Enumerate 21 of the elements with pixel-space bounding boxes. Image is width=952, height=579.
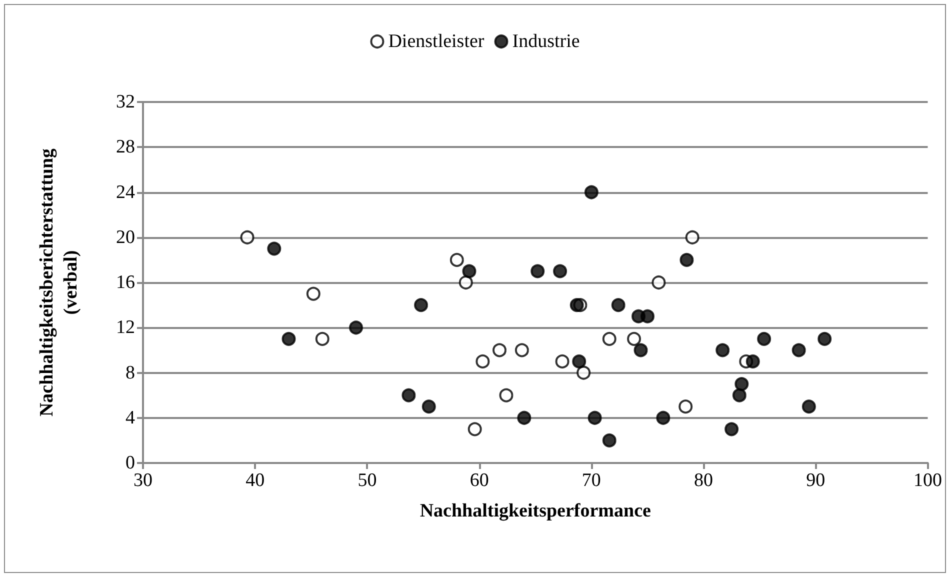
x-tick-label: 70 [582,470,601,491]
x-tick-label: 90 [806,470,826,491]
legend-label: Dienstleister [388,31,485,52]
legend-label: Industrie [512,31,580,52]
x-tick-label: 100 [914,470,942,491]
y-tick-label: 20 [116,226,135,248]
x-tick-label: 50 [358,470,377,491]
x-tick-label: 30 [134,470,152,491]
y-tick-label: 4 [126,407,136,428]
y-tick-label: 16 [116,272,135,293]
y-tick-label: 24 [116,182,136,203]
y-tick-label: 28 [116,136,135,158]
x-tick-label: 60 [470,470,489,491]
x-axis-title: Nachhaltigkeitsperformance [420,500,651,522]
y-tick-label: 0 [126,452,135,474]
y-tick-label: 12 [116,317,135,338]
y-tick-label: 8 [126,362,135,384]
y-axis-title: Nachhaltigkeitsberichterstattung (verbal) [36,148,82,417]
x-tick-label: 40 [246,470,265,491]
x-tick-label: 80 [694,470,714,491]
y-tick-label: 32 [116,92,135,112]
